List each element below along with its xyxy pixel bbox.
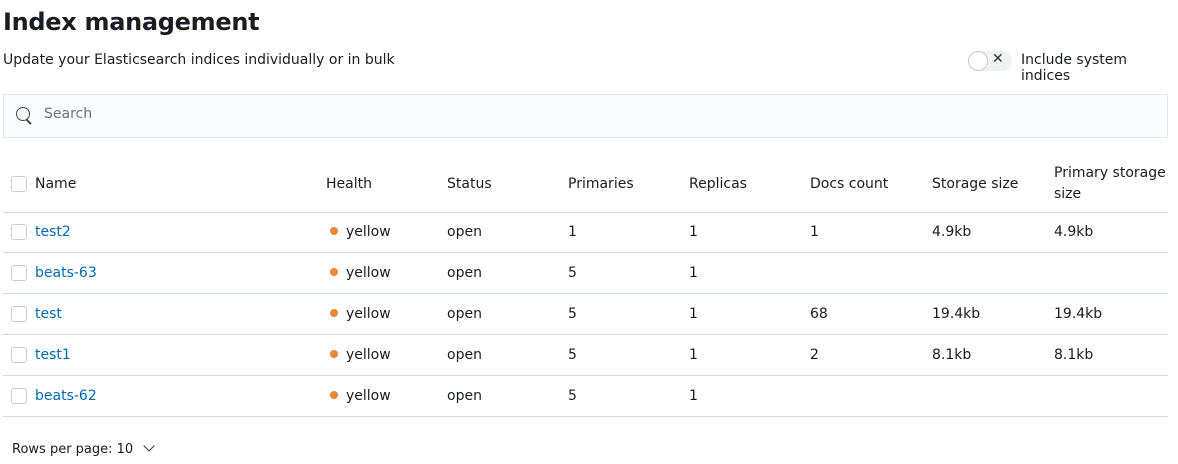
storage-cell: 8.1kb (932, 347, 972, 363)
primaries-cell: 5 (568, 265, 577, 281)
health-text: yellow (346, 265, 391, 281)
health-cell: yellow (330, 265, 391, 281)
replicas-cell: 1 (689, 306, 698, 322)
row-checkbox[interactable] (11, 347, 27, 363)
page-title: Index management (3, 8, 260, 36)
replicas-cell: 1 (689, 224, 698, 240)
row-checkbox[interactable] (11, 265, 27, 281)
status-cell: open (447, 306, 482, 322)
rows-per-page-select[interactable]: Rows per page: 10 (12, 440, 155, 457)
primaries-cell: 5 (568, 388, 577, 404)
search-input[interactable] (42, 105, 1146, 123)
health-text: yellow (346, 347, 391, 363)
health-dot-icon (330, 268, 338, 276)
primary_storage-cell: 8.1kb (1054, 347, 1094, 363)
status-cell: open (447, 347, 482, 363)
docs-cell: 68 (810, 306, 828, 322)
primaries-cell: 1 (568, 224, 577, 240)
column-header[interactable]: Replicas (689, 175, 747, 192)
column-header[interactable]: Name (35, 175, 77, 192)
table-row: test1 yellow open 5 1 2 8.1kb 8.1kb (3, 335, 1168, 376)
column-header[interactable]: Status (447, 175, 492, 192)
table-row: test2 yellow open 1 1 1 4.9kb 4.9kb (3, 212, 1168, 253)
primary_storage-cell: 4.9kb (1054, 224, 1094, 240)
health-cell: yellow (330, 224, 391, 240)
storage-cell: 4.9kb (932, 224, 972, 240)
search-icon (16, 107, 30, 121)
chevron-down-icon (143, 440, 155, 452)
column-header[interactable]: Primaries (568, 175, 634, 192)
column-header[interactable]: Storage size (932, 175, 1019, 192)
replicas-cell: 1 (689, 265, 698, 281)
row-checkbox[interactable] (11, 224, 27, 240)
row-checkbox[interactable] (11, 388, 27, 404)
column-header[interactable]: Primary storage size (1054, 164, 1166, 202)
primaries-cell: 5 (568, 306, 577, 322)
index-name-link[interactable]: beats-62 (35, 388, 97, 404)
replicas-cell: 1 (689, 388, 698, 404)
health-text: yellow (346, 388, 391, 404)
docs-cell: 2 (810, 347, 819, 363)
health-text: yellow (346, 306, 391, 322)
health-cell: yellow (330, 306, 391, 322)
health-dot-icon (330, 391, 338, 399)
status-cell: open (447, 265, 482, 281)
page-subtitle: Update your Elasticsearch indices indivi… (3, 52, 395, 68)
index-name-link[interactable]: test2 (35, 224, 71, 240)
index-name-link[interactable]: test1 (35, 347, 71, 363)
table-row: beats-62 yellow open 5 1 (3, 376, 1168, 417)
primaries-cell: 5 (568, 347, 577, 363)
column-header[interactable]: Docs count (810, 175, 889, 192)
column-header[interactable]: Health (326, 175, 372, 192)
table-row: test yellow open 5 1 68 19.4kb 19.4kb (3, 294, 1168, 335)
health-cell: yellow (330, 388, 391, 404)
health-dot-icon (330, 309, 338, 317)
status-cell: open (447, 388, 482, 404)
health-cell: yellow (330, 347, 391, 363)
row-checkbox[interactable] (11, 306, 27, 322)
storage-cell: 19.4kb (932, 306, 981, 322)
primary_storage-cell: 19.4kb (1054, 306, 1103, 322)
health-text: yellow (346, 224, 391, 240)
toggle-label[interactable]: Include system indices (1021, 52, 1128, 84)
docs-cell: 1 (810, 224, 819, 240)
table-row: beats-63 yellow open 5 1 (3, 253, 1168, 294)
search-bar[interactable] (3, 94, 1168, 138)
toggle-knob (968, 51, 988, 71)
include-system-indices-toggle[interactable]: ✕ (968, 51, 1012, 71)
table-header: Name Health Status Primaries Replicas Docs co… (3, 155, 1168, 213)
rows-per-page-label: Rows per page: 10 (12, 442, 134, 457)
index-name-link[interactable]: beats-63 (35, 265, 97, 281)
status-cell: open (447, 224, 482, 240)
replicas-cell: 1 (689, 347, 698, 363)
select-all-checkbox[interactable] (11, 175, 27, 192)
cross-icon: ✕ (992, 51, 1004, 67)
health-dot-icon (330, 227, 338, 235)
health-dot-icon (330, 350, 338, 358)
index-name-link[interactable]: test (35, 306, 62, 322)
